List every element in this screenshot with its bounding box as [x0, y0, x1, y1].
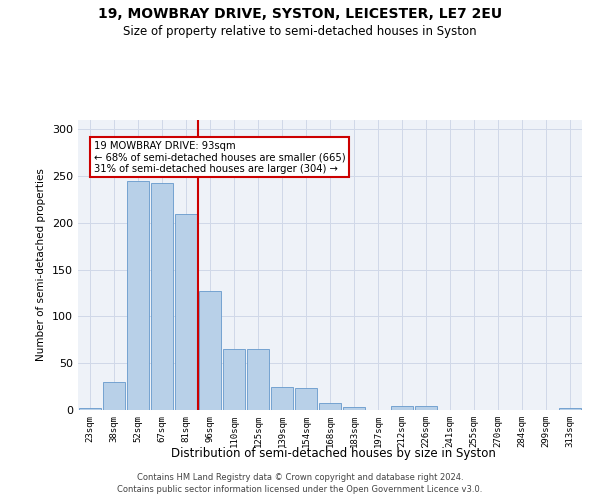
Bar — [343, 407, 365, 410]
Text: 19, MOWBRAY DRIVE, SYSTON, LEICESTER, LE7 2EU: 19, MOWBRAY DRIVE, SYSTON, LEICESTER, LE… — [98, 8, 502, 22]
Bar — [295, 388, 317, 410]
Bar — [199, 291, 221, 410]
Bar — [175, 214, 197, 410]
Bar — [319, 402, 341, 410]
Bar — [391, 406, 413, 410]
Bar — [103, 382, 125, 410]
Y-axis label: Number of semi-detached properties: Number of semi-detached properties — [37, 168, 46, 362]
Bar — [151, 182, 173, 410]
Bar — [271, 386, 293, 410]
Bar — [559, 408, 581, 410]
Text: Size of property relative to semi-detached houses in Syston: Size of property relative to semi-detach… — [123, 25, 477, 38]
Text: Distribution of semi-detached houses by size in Syston: Distribution of semi-detached houses by … — [170, 448, 496, 460]
Text: Contains public sector information licensed under the Open Government Licence v3: Contains public sector information licen… — [118, 485, 482, 494]
Text: Contains HM Land Registry data © Crown copyright and database right 2024.: Contains HM Land Registry data © Crown c… — [137, 472, 463, 482]
Text: 19 MOWBRAY DRIVE: 93sqm
← 68% of semi-detached houses are smaller (665)
31% of s: 19 MOWBRAY DRIVE: 93sqm ← 68% of semi-de… — [94, 140, 345, 174]
Bar — [247, 349, 269, 410]
Bar — [415, 406, 437, 410]
Bar — [79, 408, 101, 410]
Bar — [127, 181, 149, 410]
Bar — [223, 349, 245, 410]
